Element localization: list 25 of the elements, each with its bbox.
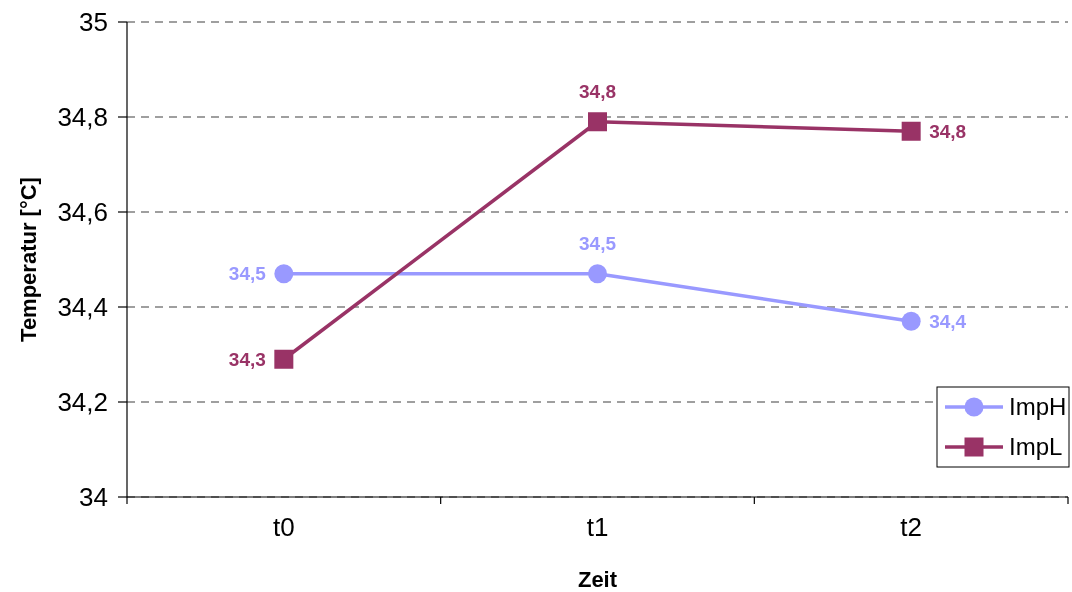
data-label: 34,8 <box>929 120 967 142</box>
y-tick-label: 34,4 <box>57 292 108 323</box>
y-tick-label: 34 <box>79 482 108 513</box>
x-tick-label: t0 <box>272 512 295 542</box>
y-axis-title: Temperatur [°C] <box>16 177 41 342</box>
x-tick-label: t1 <box>586 512 609 542</box>
data-label: 34,5 <box>228 263 267 285</box>
data-label: 34,4 <box>929 310 967 332</box>
x-tick-label: t2 <box>900 512 923 542</box>
legend-label: ImpL <box>1009 433 1063 461</box>
point <box>901 311 921 331</box>
legend-label: ImpH <box>1009 393 1067 421</box>
data-label: 34,8 <box>579 80 616 102</box>
point <box>274 264 294 284</box>
point <box>588 264 607 284</box>
data-label: 34,5 <box>579 232 617 254</box>
data-label: 34,3 <box>228 348 266 370</box>
point <box>588 112 607 132</box>
y-tick-label: 34,6 <box>57 197 108 228</box>
point <box>901 121 921 141</box>
y-tick-label: 34,8 <box>57 102 108 133</box>
point <box>274 349 294 369</box>
x-axis-title: Zeit <box>577 567 618 592</box>
y-tick-label: 34,2 <box>57 387 108 418</box>
y-tick-label: 35 <box>79 7 108 38</box>
